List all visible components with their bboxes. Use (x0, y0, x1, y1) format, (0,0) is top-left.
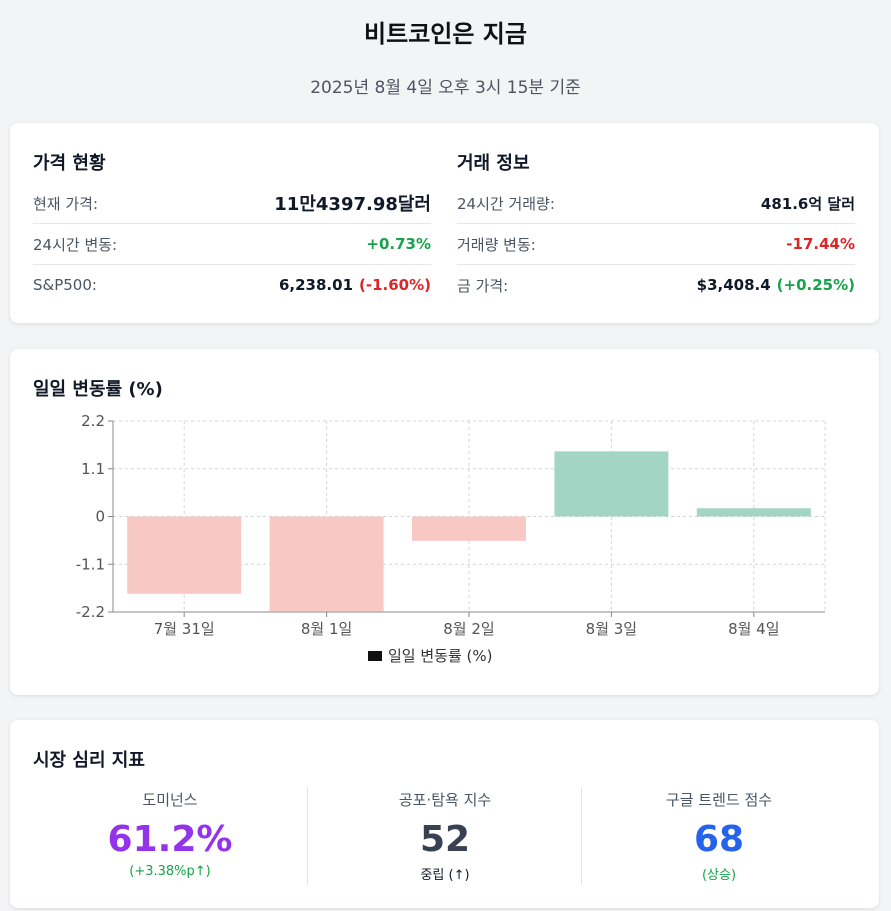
x-tick-label: 8월 4일 (728, 620, 779, 638)
volume-change-row: 거래량 변동: -17.44% (457, 224, 855, 265)
y-tick-label: 2.2 (81, 412, 105, 430)
dominance-label: 도미넌스 (142, 791, 198, 809)
dominance-metric: 도미넌스 61.2% (+3.38%p↑) (33, 786, 307, 886)
fear-greed-label: 공포·탐욕 지수 (398, 791, 492, 809)
bar (412, 516, 526, 541)
google-trends-label: 구글 트렌드 점수 (665, 791, 773, 809)
current-price-value: 11만4397.98달러 (274, 194, 431, 215)
volume-change-label: 거래량 변동: (457, 235, 536, 254)
volume-row: 24시간 거래량: 481.6억 달러 (457, 183, 855, 224)
x-tick-label: 8월 2일 (443, 620, 494, 638)
info-card: 가격 현황 현재 가격: 11만4397.98달러 24시간 변동: +0.73… (10, 123, 879, 323)
sentiment-card: 시장 심리 지표 도미넌스 61.2% (+3.38%p↑) 공포·탐욕 지수 … (10, 720, 879, 908)
gold-label: 금 가격: (457, 276, 509, 295)
y-tick-label: -1.1 (76, 555, 105, 573)
dominance-value: 61.2% (107, 819, 233, 860)
page-subtitle: 2025년 8월 4일 오후 3시 15분 기준 (310, 78, 581, 98)
google-trends-value: 68 (693, 819, 745, 860)
current-price-row: 현재 가격: 11만4397.98달러 (33, 183, 431, 224)
volume-change-value: -17.44% (786, 235, 855, 253)
sp500-value-group: 6,238.01 (-1.60%) (279, 276, 431, 294)
google-trends-status: (상승) (701, 868, 737, 883)
gold-value-group: $3,408.4 (+0.25%) (697, 276, 855, 294)
fear-greed-value: 52 (419, 819, 471, 860)
y-tick-label: -2.2 (76, 603, 105, 621)
sp500-row: S&P500: 6,238.01 (-1.60%) (33, 265, 431, 305)
page-title: 비트코인은 지금 (364, 20, 527, 48)
bar (269, 516, 384, 612)
dominance-change: (+3.38%p↑) (129, 864, 211, 879)
gold-value: $3,408.4 (696, 276, 771, 294)
gold-row: 금 가격: $3,408.4 (+0.25%) (457, 265, 855, 305)
legend-label: 일일 변동률 (%) (388, 647, 493, 665)
price-section-title: 가격 현황 (33, 153, 106, 174)
fear-greed-metric: 공포·탐욕 지수 52 중립 (↑) (307, 786, 582, 886)
fear-greed-status: 중립 (↑) (420, 868, 470, 883)
bar (554, 451, 669, 517)
volume-label: 24시간 거래량: (457, 194, 555, 213)
gold-change: (+0.25%) (776, 276, 855, 294)
daily-change-chart: 2.2 1.1 0 -1.1 -2.2 7월 31일 8월 1일 8월 2일 8월 3일 8월 4… (76, 412, 826, 665)
change-24h-row: 24시간 변동: +0.73% (33, 224, 431, 265)
sp500-change: (-1.60%) (359, 276, 431, 294)
sp500-label: S&P500: (33, 276, 97, 294)
y-tick-label: 0 (95, 508, 105, 526)
bar (127, 516, 242, 594)
trade-section-title: 거래 정보 (457, 153, 530, 174)
x-tick-label: 7월 31일 (154, 620, 215, 638)
y-tick-label: 1.1 (81, 460, 105, 478)
sentiment-title: 시장 심리 지표 (33, 750, 145, 771)
bar (696, 508, 811, 517)
change-24h-value: +0.73% (366, 235, 431, 253)
x-tick-label: 8월 3일 (586, 620, 637, 638)
sp500-value: 6,238.01 (278, 276, 354, 294)
chart-card: 일일 변동률 (%) 2.2 1.1 0 -1.1 -2.2 7월 31일 8월 1일 8월 … (10, 349, 879, 695)
current-price-label: 현재 가격: (33, 194, 99, 213)
volume-value: 481.6억 달러 (760, 194, 855, 213)
chart-title: 일일 변동률 (%) (33, 379, 163, 400)
x-tick-label: 8월 1일 (301, 620, 352, 638)
legend-swatch (368, 651, 382, 661)
google-trends-metric: 구글 트렌드 점수 68 (상승) (581, 786, 856, 886)
change-24h-label: 24시간 변동: (33, 235, 118, 254)
